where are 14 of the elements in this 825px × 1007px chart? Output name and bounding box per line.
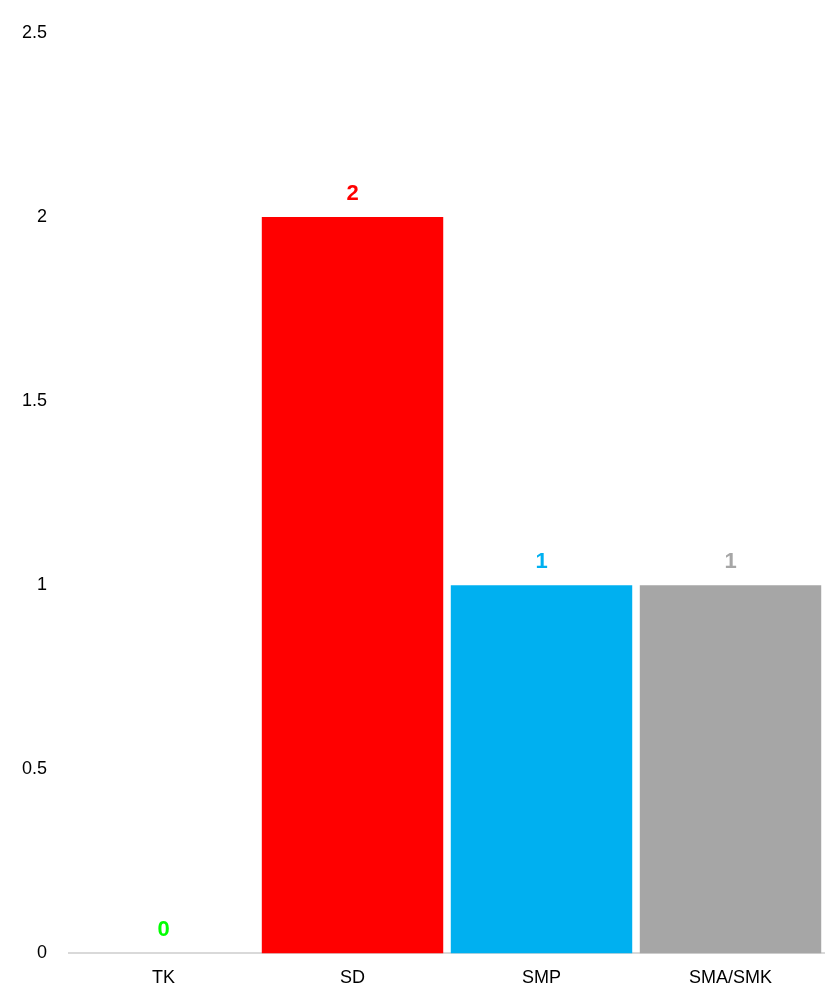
x-tick-label: SMA/SMK	[688, 967, 773, 988]
x-tick-label: SMP	[522, 967, 562, 988]
y-tick-label: 0.5	[21, 758, 48, 779]
data-label: 0	[157, 916, 170, 942]
data-label: 2	[346, 179, 359, 205]
y-tick-label: 1.5	[21, 390, 48, 411]
y-tick-label: 1	[37, 574, 48, 595]
x-tick-label: TK	[152, 967, 176, 988]
y-tick-label: 2.5	[21, 21, 48, 42]
data-label: 1	[535, 548, 548, 574]
y-tick-label: 0	[37, 942, 48, 963]
x-tick-label: SD	[340, 967, 366, 988]
y-tick-label: 2	[37, 205, 48, 226]
data-label: 1	[724, 548, 737, 574]
